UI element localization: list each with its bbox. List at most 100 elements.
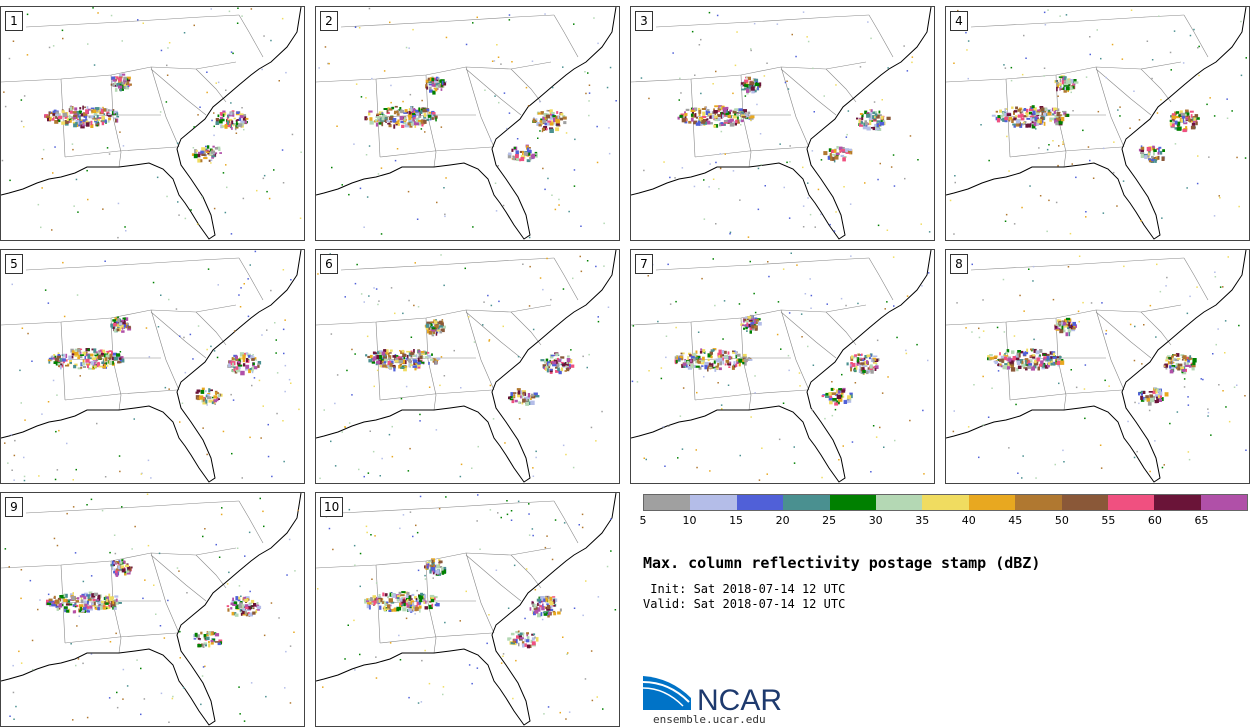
reflectivity-cell bbox=[239, 713, 241, 715]
reflectivity-cell bbox=[1089, 159, 1091, 162]
reflectivity-cell bbox=[509, 398, 514, 401]
reflectivity-cell bbox=[121, 330, 125, 333]
reflectivity-cell bbox=[1033, 121, 1037, 127]
reflectivity-cell bbox=[519, 158, 521, 162]
reflectivity-cell bbox=[405, 123, 410, 128]
reflectivity-cell bbox=[691, 30, 694, 33]
reflectivity-cell bbox=[434, 603, 439, 607]
reflectivity-cell bbox=[535, 395, 540, 398]
reflectivity-cell bbox=[1171, 355, 1174, 358]
reflectivity-cell bbox=[194, 632, 198, 637]
reflectivity-cell bbox=[226, 123, 231, 128]
colorbar-tick-label: 25 bbox=[822, 514, 837, 527]
reflectivity-cell bbox=[199, 106, 201, 108]
reflectivity-cell bbox=[241, 15, 243, 17]
reflectivity-cell bbox=[524, 617, 526, 620]
member-number-label: 5 bbox=[5, 254, 23, 274]
colorbar-segment bbox=[783, 495, 830, 510]
reflectivity-cell bbox=[529, 265, 531, 268]
reflectivity-cell bbox=[460, 387, 462, 389]
reflectivity-cell bbox=[260, 437, 262, 439]
reflectivity-cell bbox=[1073, 82, 1076, 86]
reflectivity-cell bbox=[116, 116, 120, 118]
reflectivity-cell bbox=[565, 718, 567, 720]
reflectivity-cell bbox=[534, 606, 537, 608]
reflectivity-cell bbox=[232, 369, 235, 373]
state-border bbox=[316, 61, 552, 83]
reflectivity-cell bbox=[213, 207, 216, 210]
reflectivity-cell bbox=[978, 327, 980, 330]
reflectivity-cell bbox=[134, 525, 136, 528]
reflectivity-cell bbox=[531, 153, 536, 158]
reflectivity-cell bbox=[1046, 230, 1048, 233]
reflectivity-cell bbox=[886, 301, 888, 303]
reflectivity-cell bbox=[1164, 363, 1169, 366]
reflectivity-cell bbox=[1186, 362, 1189, 367]
reflectivity-cell bbox=[709, 351, 713, 355]
reflectivity-cell bbox=[464, 267, 466, 270]
reflectivity-cell bbox=[212, 638, 216, 641]
reflectivity-cell bbox=[441, 319, 444, 321]
reflectivity-cell bbox=[227, 120, 229, 125]
reflectivity-cell bbox=[200, 389, 205, 394]
reflectivity-cell bbox=[796, 264, 798, 266]
reflectivity-cell bbox=[549, 113, 552, 116]
reflectivity-cell bbox=[383, 355, 388, 360]
reflectivity-cell bbox=[527, 393, 531, 398]
reflectivity-cell bbox=[982, 375, 984, 378]
reflectivity-cell bbox=[750, 322, 754, 327]
reflectivity-cell bbox=[548, 611, 551, 615]
reflectivity-cell bbox=[294, 570, 296, 572]
reflectivity-cell bbox=[250, 356, 255, 360]
reflectivity-cell bbox=[1100, 57, 1102, 60]
reflectivity-cell bbox=[179, 630, 181, 633]
reflectivity-cell bbox=[63, 598, 68, 602]
reflectivity-cell bbox=[662, 426, 665, 428]
reflectivity-cell bbox=[52, 604, 57, 607]
reflectivity-cell bbox=[717, 114, 721, 117]
reflectivity-cell bbox=[232, 597, 234, 601]
reflectivity-cell bbox=[402, 122, 407, 125]
reflectivity-cell bbox=[751, 324, 755, 329]
reflectivity-cell bbox=[23, 95, 26, 97]
reflectivity-cell bbox=[783, 186, 785, 189]
reflectivity-cell bbox=[409, 364, 414, 366]
reflectivity-cell bbox=[1056, 84, 1059, 89]
reflectivity-cell bbox=[107, 120, 110, 123]
reflectivity-cell bbox=[428, 331, 433, 335]
reflectivity-cell bbox=[1039, 354, 1041, 357]
reflectivity-cell bbox=[875, 365, 879, 369]
reflectivity-cell bbox=[289, 702, 292, 704]
reflectivity-cell bbox=[526, 159, 531, 163]
reflectivity-cell bbox=[1039, 109, 1042, 113]
reflectivity-cell bbox=[1082, 129, 1084, 132]
reflectivity-cell bbox=[392, 366, 396, 368]
reflectivity-cell bbox=[1153, 149, 1157, 152]
reflectivity-cell bbox=[401, 124, 405, 128]
reflectivity-cell bbox=[714, 367, 717, 372]
reflectivity-cell bbox=[542, 604, 544, 607]
reflectivity-cell bbox=[107, 351, 110, 354]
reflectivity-cell bbox=[738, 362, 741, 367]
reflectivity-cell bbox=[1151, 157, 1157, 161]
reflectivity-cell bbox=[420, 119, 424, 124]
reflectivity-cell bbox=[1188, 357, 1193, 360]
reflectivity-cell bbox=[97, 351, 100, 353]
reflectivity-cell bbox=[107, 114, 112, 117]
reflectivity-cell bbox=[419, 495, 422, 498]
reflectivity-cell bbox=[510, 632, 515, 636]
reflectivity-cell bbox=[1062, 76, 1067, 81]
reflectivity-cell bbox=[860, 362, 865, 365]
reflectivity-cell bbox=[870, 115, 873, 119]
reflectivity-cell bbox=[201, 152, 206, 156]
reflectivity-cell bbox=[546, 109, 549, 112]
reflectivity-cell bbox=[409, 362, 412, 365]
reflectivity-cell bbox=[75, 600, 80, 603]
reflectivity-cell bbox=[95, 122, 100, 127]
reflectivity-cell bbox=[566, 358, 571, 363]
reflectivity-cell bbox=[1183, 366, 1186, 371]
reflectivity-cell bbox=[1044, 359, 1047, 362]
reflectivity-cell bbox=[742, 109, 747, 113]
reflectivity-cell bbox=[567, 355, 570, 358]
reflectivity-cell bbox=[194, 149, 197, 154]
